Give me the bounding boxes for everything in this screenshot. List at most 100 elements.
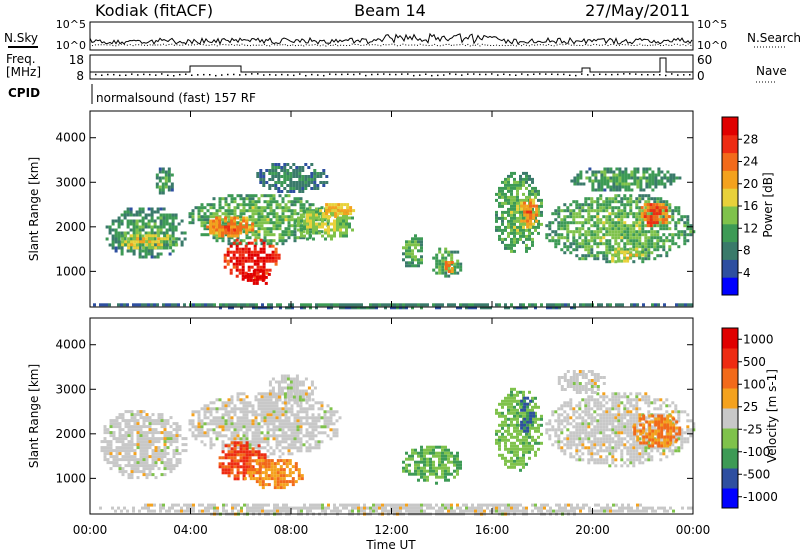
- heatmap-cell: [327, 231, 330, 235]
- heatmap-cell: [501, 426, 504, 430]
- heatmap-cell: [590, 218, 594, 222]
- heatmap-cell: [148, 455, 152, 459]
- heatmap-cell: [566, 443, 570, 447]
- heatmap-cell: [537, 210, 540, 214]
- heatmap-cell: [507, 201, 510, 205]
- heatmap-cell: [295, 169, 299, 172]
- heatmap-cell: [286, 178, 290, 181]
- heatmap-cell: [274, 247, 278, 251]
- heatmap-cell: [504, 396, 507, 400]
- heatmap-cell: [236, 453, 240, 457]
- heatmap-cell: [656, 254, 660, 258]
- heatmap-cell: [432, 445, 435, 449]
- heatmap-cell: [145, 461, 149, 465]
- heatmap-cell: [231, 303, 234, 307]
- heatmap-cell: [516, 450, 519, 454]
- heatmap-cell: [510, 219, 513, 223]
- heatmap-cell: [280, 380, 284, 384]
- heatmap-cell: [450, 256, 454, 260]
- heatmap-cell: [293, 422, 297, 426]
- heatmap-cell: [441, 265, 445, 269]
- heatmap-cell: [203, 215, 207, 219]
- heatmap-cell: [624, 167, 628, 171]
- heatmap-cell: [269, 218, 273, 222]
- heatmap-cell: [139, 458, 143, 462]
- heatmap-cell: [570, 306, 573, 310]
- heatmap-cell: [629, 203, 633, 207]
- heatmap-cell: [130, 425, 134, 429]
- heatmap-cell: [227, 468, 231, 472]
- heatmap-cell: [447, 457, 450, 461]
- heatmap-cell: [507, 399, 510, 403]
- heatmap-cell: [414, 463, 417, 467]
- heatmap-cell: [638, 209, 642, 213]
- heatmap-cell: [519, 411, 522, 415]
- heatmap-cell: [289, 392, 293, 396]
- heatmap-cell: [572, 440, 576, 444]
- heatmap-cell: [232, 265, 236, 269]
- heatmap-cell: [115, 458, 119, 462]
- heatmap-cell: [624, 173, 628, 177]
- heatmap-cell: [537, 225, 540, 229]
- heatmap-cell: [332, 413, 336, 417]
- heatmap-cell: [307, 178, 311, 181]
- heatmap-cell: [203, 416, 207, 420]
- heatmap-cell: [528, 435, 531, 439]
- heatmap-cell: [267, 465, 271, 469]
- heatmap-cell: [138, 219, 142, 223]
- heatmap-cell: [278, 194, 282, 198]
- heatmap-cell: [516, 207, 519, 211]
- heatmap-cell: [417, 258, 420, 262]
- heatmap-cell: [251, 413, 255, 417]
- heatmap-cell: [560, 221, 564, 225]
- heatmap-cell: [230, 465, 234, 469]
- heatmap-cell: [230, 441, 234, 445]
- heatmap-cell: [534, 225, 537, 229]
- heatmap-cell: [248, 456, 252, 460]
- heatmap-cell: [560, 218, 564, 222]
- heatmap-cell: [313, 178, 317, 181]
- heatmap-cell: [299, 431, 303, 435]
- heatmap-cell: [201, 303, 204, 307]
- heatmap-cell: [581, 239, 585, 243]
- heatmap-cell: [348, 225, 351, 229]
- nave-dot: [419, 74, 421, 76]
- heatmap-cell: [426, 478, 429, 482]
- heatmap-cell: [162, 243, 166, 247]
- heatmap-cell: [316, 172, 320, 175]
- heatmap-cell: [276, 480, 280, 484]
- heatmap-cell: [438, 306, 441, 310]
- heatmap-cell: [238, 259, 242, 263]
- heatmap-cell: [495, 225, 498, 229]
- heatmap-cell: [480, 306, 483, 310]
- heatmap-cell: [162, 213, 166, 217]
- heatmap-cell: [276, 462, 280, 466]
- heatmap-cell: [633, 176, 637, 180]
- heatmap-cell: [665, 239, 669, 243]
- heatmap-cell: [507, 447, 510, 451]
- heatmap-cell: [612, 182, 616, 186]
- heatmap-cell: [296, 422, 300, 426]
- heatmap-cell: [218, 219, 222, 223]
- heatmap-cell: [345, 234, 348, 238]
- heatmap-cell: [106, 428, 110, 432]
- heatmap-cell: [600, 179, 604, 183]
- heatmap-cell: [289, 389, 293, 393]
- heatmap-cell: [275, 218, 279, 222]
- heatmap-cell: [420, 249, 423, 253]
- heatmap-cell: [269, 206, 273, 210]
- heatmap-cell: [644, 257, 648, 261]
- heatmap-cell: [275, 419, 279, 423]
- heatmap-cell: [528, 390, 531, 394]
- heatmap-cell: [605, 218, 609, 222]
- heatmap-cell: [381, 303, 384, 307]
- heatmap-cell: [233, 200, 237, 204]
- heatmap-cell: [233, 456, 237, 460]
- heatmap-cell: [171, 225, 175, 229]
- heatmap-cell: [168, 303, 171, 307]
- heatmap-cell: [519, 228, 522, 232]
- heatmap-cell: [138, 207, 142, 211]
- heatmap-cell: [298, 190, 302, 193]
- nave-dot: [545, 73, 547, 75]
- heatmap-cell: [126, 231, 130, 235]
